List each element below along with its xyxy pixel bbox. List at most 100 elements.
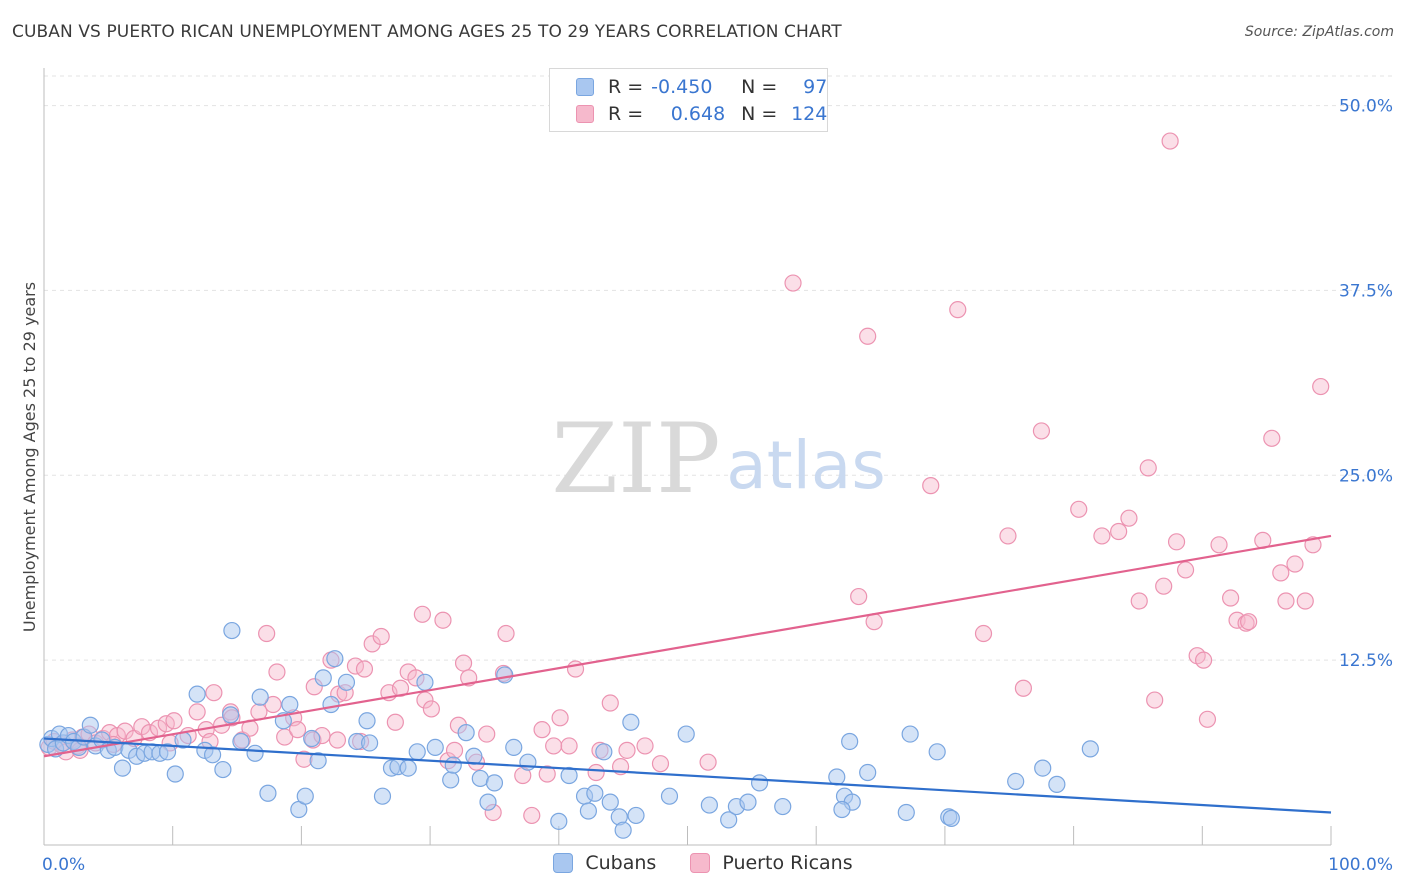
- cubans-point: [281, 695, 299, 714]
- cubans-point: [426, 738, 444, 756]
- puerto-ricans-point: [1139, 459, 1157, 477]
- puerto-ricans-point: [1222, 589, 1240, 607]
- puerto-ricans-point: [1296, 592, 1314, 610]
- puerto-ricans-point: [497, 624, 515, 643]
- cubans-point: [326, 650, 344, 668]
- cubans-point: [627, 806, 645, 825]
- cubans-point: [739, 793, 757, 811]
- y-tick-label: 25.0%: [1339, 466, 1393, 486]
- cubans-point: [859, 763, 877, 782]
- cubans-point: [358, 712, 376, 730]
- puerto-ricans-point: [974, 624, 993, 643]
- cubans-point: [113, 759, 132, 777]
- cubans-point: [322, 695, 340, 714]
- cubans-point: [158, 743, 177, 761]
- y-tick-label: 12.5%: [1339, 651, 1393, 671]
- puerto-ricans-point: [445, 741, 464, 759]
- puerto-ricans-point: [1167, 533, 1186, 551]
- puerto-ricans-point: [1155, 577, 1173, 595]
- cubans-point: [700, 796, 718, 814]
- cubans-point: [841, 732, 859, 751]
- puerto-ricans-point: [268, 663, 286, 681]
- watermark: ZIP atlas: [551, 403, 885, 515]
- trend-lines: [43, 534, 1332, 814]
- puerto-ricans-point: [1014, 679, 1033, 697]
- puerto-ricans-point: [1120, 509, 1138, 527]
- puerto-ricans-point: [1240, 613, 1258, 631]
- puerto-ricans-point: [999, 527, 1017, 545]
- cubans-point: [337, 673, 356, 691]
- puerto-ricans-point: [413, 605, 431, 623]
- legend-item-cubans[interactable]: Cubans: [553, 852, 656, 874]
- cubans-point: [1048, 775, 1066, 793]
- puerto-ricans-point: [355, 660, 374, 678]
- cubans-point: [774, 797, 792, 816]
- puerto-ricans-point: [850, 587, 868, 606]
- puerto-ricans-point: [422, 700, 440, 718]
- legend-item-puerto-ricans[interactable]: Puerto Ricans: [690, 852, 853, 874]
- n-value: 97: [803, 76, 828, 98]
- cubans-point: [259, 784, 277, 802]
- watermark-zip: ZIP: [551, 403, 720, 515]
- puerto-ricans-point: [1130, 592, 1148, 610]
- r-value: 0.648: [670, 103, 726, 125]
- puerto-ricans-point: [478, 725, 496, 743]
- cubans-point: [296, 787, 314, 805]
- legend-row-cubans: R = -0.450 N = 97: [576, 75, 827, 99]
- cubans-point: [828, 768, 846, 786]
- tick-labels: 12.5% 25.0% 37.5% 50.0% 0.0% 100.0%: [42, 97, 1393, 875]
- cubans-point: [416, 673, 434, 691]
- puerto-ricans-swatch: [576, 105, 594, 123]
- cubans-point: [81, 716, 99, 734]
- puerto-ricans-point: [545, 737, 563, 755]
- puerto-ricans-point: [188, 703, 206, 721]
- cubans-point: [595, 743, 613, 761]
- cubans-point: [550, 812, 568, 830]
- puerto-ricans-point: [859, 327, 877, 345]
- cubans-point: [1081, 740, 1099, 758]
- cubans-point: [601, 793, 619, 811]
- puerto-ricans-point: [258, 624, 276, 643]
- cubans-point: [471, 769, 489, 788]
- cubans-point: [560, 766, 578, 785]
- puerto-ricans-point: [784, 274, 802, 292]
- cubans-point: [579, 802, 598, 820]
- source-label: Source: ZipAtlas.com: [1244, 24, 1394, 40]
- cubans-point: [660, 787, 679, 805]
- puerto-ricans-trend-line: [43, 534, 1332, 758]
- cubans-point: [232, 732, 250, 751]
- cubans-point: [505, 738, 523, 756]
- cubans-point: [496, 666, 514, 684]
- cubans-point: [750, 774, 769, 792]
- cubans-point: [309, 752, 327, 770]
- cubans-point: [833, 800, 851, 819]
- n-label: N =: [741, 103, 778, 125]
- puerto-ricans-point: [587, 763, 605, 782]
- puerto-ricans-point: [922, 477, 940, 495]
- correlation-legend: R = -0.450 N = 97 R = 0.648 N = 124: [549, 68, 828, 132]
- cubans-point: [622, 713, 640, 731]
- puerto-ricans-swatch: [690, 853, 711, 873]
- cubans-point: [408, 743, 426, 761]
- cubans-point: [457, 724, 475, 742]
- legend-label-puerto-ricans: Puerto Ricans: [722, 852, 853, 874]
- cubans-point: [222, 706, 240, 724]
- r-label: R =: [608, 76, 644, 98]
- cubans-point: [246, 744, 264, 762]
- cubans-point: [314, 669, 332, 687]
- puerto-ricans-point: [288, 721, 307, 739]
- y-tick-label: 37.5%: [1339, 281, 1393, 301]
- cubans-point: [399, 759, 417, 777]
- x-tick-label: 100.0%: [1328, 855, 1393, 875]
- cubans-point: [214, 760, 232, 779]
- y-tick-label: 50.0%: [1339, 97, 1393, 117]
- cubans-point: [442, 771, 460, 789]
- cubans-point: [188, 685, 206, 703]
- cubans-point: [303, 729, 321, 748]
- puerto-ricans-point: [1070, 500, 1088, 518]
- cubans-point: [614, 821, 632, 839]
- cubans-point: [485, 774, 504, 792]
- puerto-ricans-point: [651, 755, 670, 773]
- puerto-ricans-point: [165, 712, 183, 730]
